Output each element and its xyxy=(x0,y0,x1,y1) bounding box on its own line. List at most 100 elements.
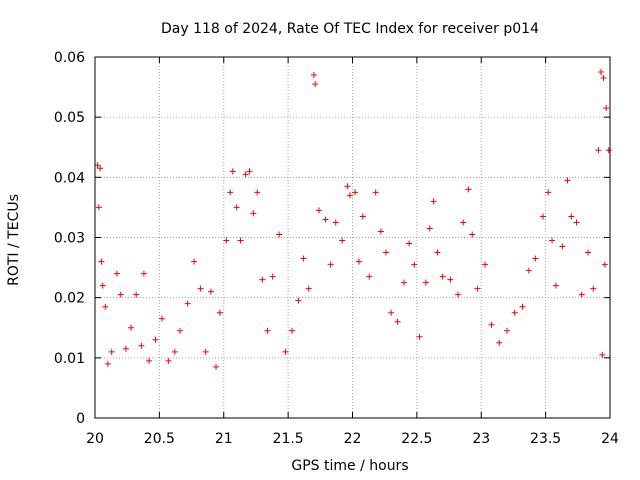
data-point xyxy=(184,300,191,307)
x-tick-label: 20 xyxy=(86,431,104,447)
data-point xyxy=(216,309,223,316)
data-point xyxy=(504,327,510,334)
data-point xyxy=(197,285,204,292)
y-tick-label: 0.06 xyxy=(54,50,85,66)
data-point xyxy=(578,291,585,298)
data-point xyxy=(511,309,518,316)
data-point xyxy=(465,186,472,193)
data-point xyxy=(140,270,147,277)
data-point xyxy=(599,351,606,358)
x-tick-labels: 20 20.5 21 21.5 22 22.5 23 23.5 24 xyxy=(86,431,619,447)
y-tick-label: 0.02 xyxy=(54,291,85,307)
chart-title: Day 118 of 2024, Rate Of TEC Index for r… xyxy=(161,21,539,37)
data-point xyxy=(259,276,266,283)
data-point xyxy=(590,285,597,292)
y-tick-label: 0.04 xyxy=(54,170,85,186)
data-point xyxy=(600,75,607,82)
data-point xyxy=(276,231,283,238)
data-point xyxy=(406,240,413,247)
y-tick-label: 0.03 xyxy=(54,231,85,247)
data-point xyxy=(98,258,105,265)
data-point xyxy=(447,276,454,283)
data-point xyxy=(519,303,526,310)
data-point xyxy=(394,318,401,325)
data-point xyxy=(316,207,323,214)
x-tick-label: 24 xyxy=(601,431,619,447)
data-point xyxy=(254,189,261,196)
x-tick-label: 20.5 xyxy=(144,431,175,447)
data-point xyxy=(601,261,608,268)
y-tick-label: 0.01 xyxy=(54,351,85,367)
data-point xyxy=(411,261,418,268)
data-point xyxy=(327,261,334,268)
data-point xyxy=(460,219,467,226)
data-point xyxy=(158,315,165,322)
data-point xyxy=(603,105,610,112)
data-point xyxy=(250,210,257,217)
data-point xyxy=(122,345,129,352)
data-point xyxy=(94,162,101,169)
data-point xyxy=(482,261,489,268)
x-tick-label: 21.5 xyxy=(273,431,304,447)
data-point xyxy=(191,258,198,265)
data-point xyxy=(117,291,124,298)
data-point xyxy=(585,249,592,256)
y-tick-label: 0.05 xyxy=(54,110,85,126)
data-point xyxy=(388,309,395,316)
data-point xyxy=(264,327,271,334)
data-point xyxy=(322,216,329,223)
data-point xyxy=(430,198,437,205)
data-point xyxy=(382,249,389,256)
data-point xyxy=(133,291,140,298)
data-point xyxy=(549,237,556,244)
data-point xyxy=(99,282,106,289)
data-point xyxy=(227,189,234,196)
data-point xyxy=(488,321,495,328)
data-point xyxy=(496,339,503,346)
data-point xyxy=(310,72,317,79)
data-point xyxy=(176,327,183,334)
data-point xyxy=(213,363,220,370)
y-tick-labels: 0 0.01 0.02 0.03 0.04 0.05 0.06 xyxy=(54,50,85,427)
data-point xyxy=(573,219,580,226)
data-point xyxy=(246,168,253,175)
data-point xyxy=(552,282,559,289)
data-point xyxy=(282,348,289,355)
data-point xyxy=(597,69,604,76)
data-point xyxy=(229,168,236,175)
x-tick-label: 23.5 xyxy=(530,431,561,447)
x-tick-label: 22 xyxy=(344,431,362,447)
data-point xyxy=(346,192,353,199)
plot-frame xyxy=(94,56,611,419)
grid-lines xyxy=(95,57,610,418)
data-point xyxy=(312,81,319,88)
data-point xyxy=(97,165,104,172)
data-point xyxy=(113,270,120,277)
data-points xyxy=(94,69,612,370)
data-point xyxy=(377,228,384,235)
data-point xyxy=(223,237,230,244)
data-point xyxy=(171,348,178,355)
data-point xyxy=(366,273,373,280)
data-point xyxy=(152,336,159,343)
data-point xyxy=(233,204,240,211)
data-point xyxy=(426,225,433,232)
data-point xyxy=(332,219,339,226)
data-point xyxy=(95,204,102,211)
x-tick-label: 23 xyxy=(472,431,490,447)
y-axis-label: ROTI / TECUs xyxy=(6,194,22,286)
data-point xyxy=(532,255,539,262)
data-point xyxy=(108,348,115,355)
data-point xyxy=(344,183,351,190)
data-point xyxy=(525,267,532,274)
data-point xyxy=(237,237,244,244)
data-point xyxy=(564,177,571,184)
data-point xyxy=(568,213,575,220)
data-point xyxy=(339,237,346,244)
data-point xyxy=(355,258,362,265)
data-point xyxy=(288,327,295,334)
x-tick-label: 21 xyxy=(215,431,233,447)
data-point xyxy=(295,297,302,304)
data-point xyxy=(422,279,429,286)
